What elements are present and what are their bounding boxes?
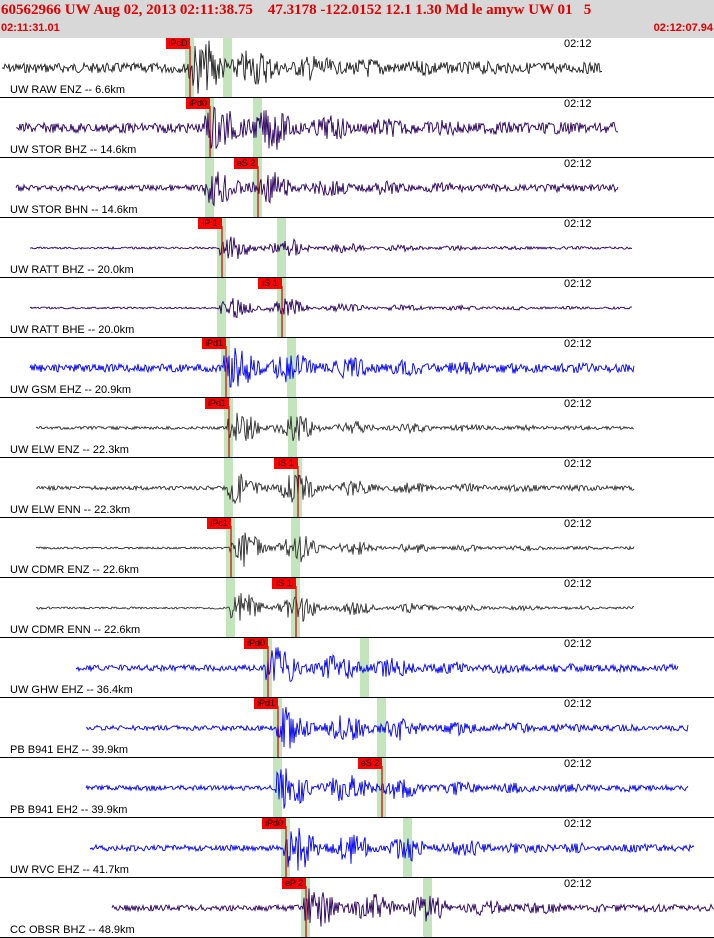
pick-flag[interactable]: iS 1	[274, 458, 298, 469]
pick-window	[223, 38, 232, 98]
trace-row[interactable]: 02:12 iS 1 UW CDMR ENN -- 22.6km	[0, 578, 714, 638]
pick-window	[360, 638, 369, 698]
time-mark: 02:12	[564, 758, 592, 770]
pick-flag[interactable]: iPd1	[254, 698, 278, 709]
seismogram-panel[interactable]: 02:12 iPcD UW RAW ENZ -- 6.6km 02:12 iPd0 UW …	[0, 38, 714, 938]
time-mark: 02:12	[564, 98, 592, 110]
trace-row[interactable]: 02:12 iPd1 UW GSM EHZ -- 20.9km	[0, 338, 714, 398]
time-mark: 02:12	[564, 398, 592, 410]
station-label: UW CDMR ENN -- 22.6km	[10, 624, 141, 636]
waveform	[29, 347, 635, 388]
time-mark: 02:12	[564, 578, 592, 590]
time-mark: 02:12	[564, 698, 592, 710]
trace-row[interactable]: 02:12 eS 2 UW STOR BHN -- 14.6km	[0, 158, 714, 218]
pick-flag[interactable]: iS 1	[258, 278, 282, 289]
trace-row[interactable]: 02:12 iPc1 UW CDMR ENZ -- 22.6km	[0, 518, 714, 578]
station-label: PB B941 EHZ -- 39.9km	[10, 744, 128, 756]
trace-row[interactable]: 02:12 iPd1 PB B941 EHZ -- 39.9km	[0, 698, 714, 758]
time-mark: 02:12	[564, 218, 592, 230]
pick-window	[253, 98, 262, 158]
trace-row[interactable]: 02:12 iS 1 UW RATT BHE -- 20.0km	[0, 278, 714, 338]
time-mark: 02:12	[564, 278, 592, 290]
pick-window	[205, 158, 214, 218]
time-mark: 02:12	[564, 818, 592, 830]
station-label: UW CDMR ENZ -- 22.6km	[10, 564, 139, 576]
time-mark: 02:12	[564, 878, 592, 890]
pick-flag[interactable]: iP 1	[198, 218, 222, 229]
pick-window	[273, 758, 282, 818]
pick-window	[287, 338, 296, 398]
pick-window	[226, 578, 235, 638]
station-label: CC OBSR BHZ -- 48.9km	[10, 924, 135, 936]
time-mark: 02:12	[564, 518, 592, 530]
time-mark: 02:12	[564, 338, 592, 350]
pick-flag[interactable]: iPd0	[186, 98, 210, 109]
time-mark: 02:12	[564, 158, 592, 170]
trace-row[interactable]: 02:12 eP 2 CC OBSR BHZ -- 48.9km	[0, 878, 714, 938]
pick-flag[interactable]: iS 1	[272, 578, 296, 589]
trace-row[interactable]: 02:12 iPd0 UW GHW EHZ -- 36.4km	[0, 638, 714, 698]
pick-flag[interactable]: iPcD	[166, 38, 190, 49]
waveform	[89, 827, 695, 871]
station-label: UW RAW ENZ -- 6.6km	[10, 84, 126, 96]
pick-flag[interactable]: eS 2	[234, 158, 258, 169]
pick-flag[interactable]: iPd1	[202, 338, 226, 349]
trace-row[interactable]: 02:12 iPcD UW RAW ENZ -- 6.6km	[0, 38, 714, 98]
station-label: UW ELW ENZ -- 22.3km	[10, 444, 129, 456]
pick-window	[377, 698, 386, 758]
pick-window	[224, 458, 233, 518]
waveform	[35, 473, 635, 505]
pick-window	[288, 398, 297, 458]
station-label: UW GHW EHZ -- 36.4km	[10, 684, 133, 696]
waveform	[111, 888, 714, 927]
waveform	[75, 647, 679, 682]
trace-row[interactable]: 02:12 eS 2 PB B941 EH2 -- 39.9km	[0, 758, 714, 818]
trace-row[interactable]: 02:12 iS 1 UW ELW ENN -- 22.3km	[0, 458, 714, 518]
station-label: UW STOR BHN -- 14.6km	[10, 204, 138, 216]
waveform	[35, 532, 635, 567]
pick-window	[277, 218, 286, 278]
trace-row[interactable]: 02:12 iPd0 UW STOR BHZ -- 14.6km	[0, 98, 714, 158]
trace-row[interactable]: 02:12 iPd1 UW ELW ENZ -- 22.3km	[0, 398, 714, 458]
pick-flag[interactable]: iPd0	[244, 638, 268, 649]
pick-flag[interactable]: iPc1	[207, 518, 231, 529]
pick-flag[interactable]: iPd0	[262, 818, 286, 829]
waveform	[85, 706, 689, 749]
start-time: 02:11:31.01	[1, 22, 60, 34]
waveform	[1, 40, 602, 94]
trace-row[interactable]: 02:12 iP 1 UW RATT BHZ -- 20.0km	[0, 218, 714, 278]
event-title: 60562966 UW Aug 02, 2013 02:11:38.75 47.…	[1, 2, 592, 18]
time-mark: 02:12	[564, 638, 592, 650]
header-bar: 60562966 UW Aug 02, 2013 02:11:38.75 47.…	[0, 0, 714, 38]
station-label: UW RATT BHE -- 20.0km	[10, 324, 135, 336]
pick-flag[interactable]: eP 2	[282, 878, 306, 889]
waveform	[35, 412, 635, 441]
trace-row[interactable]: 02:12 iPd0 UW RVC EHZ -- 41.7km	[0, 818, 714, 878]
station-label: PB B941 EH2 -- 39.9km	[10, 804, 128, 816]
waveform	[29, 236, 633, 259]
waveform	[29, 298, 633, 318]
station-label: UW RATT BHZ -- 20.0km	[10, 264, 134, 276]
waveform	[15, 105, 619, 150]
station-label: UW ELW ENN -- 22.3km	[10, 504, 131, 516]
station-label: UW RVC EHZ -- 41.7km	[10, 864, 129, 876]
time-mark: 02:12	[564, 458, 592, 470]
seismogram-canvas[interactable]	[0, 38, 714, 938]
time-mark: 02:12	[564, 38, 592, 50]
station-label: UW GSM EHZ -- 20.9km	[10, 384, 132, 396]
pick-flag[interactable]: iPd1	[205, 398, 229, 409]
waveform	[85, 768, 689, 809]
pick-window	[423, 878, 432, 938]
waveform	[35, 593, 635, 622]
pick-flag[interactable]: eS 2	[358, 758, 382, 769]
end-time: 02:12:07.94	[653, 22, 713, 34]
waveform	[15, 171, 619, 207]
station-label: UW STOR BHZ -- 14.6km	[10, 144, 137, 156]
